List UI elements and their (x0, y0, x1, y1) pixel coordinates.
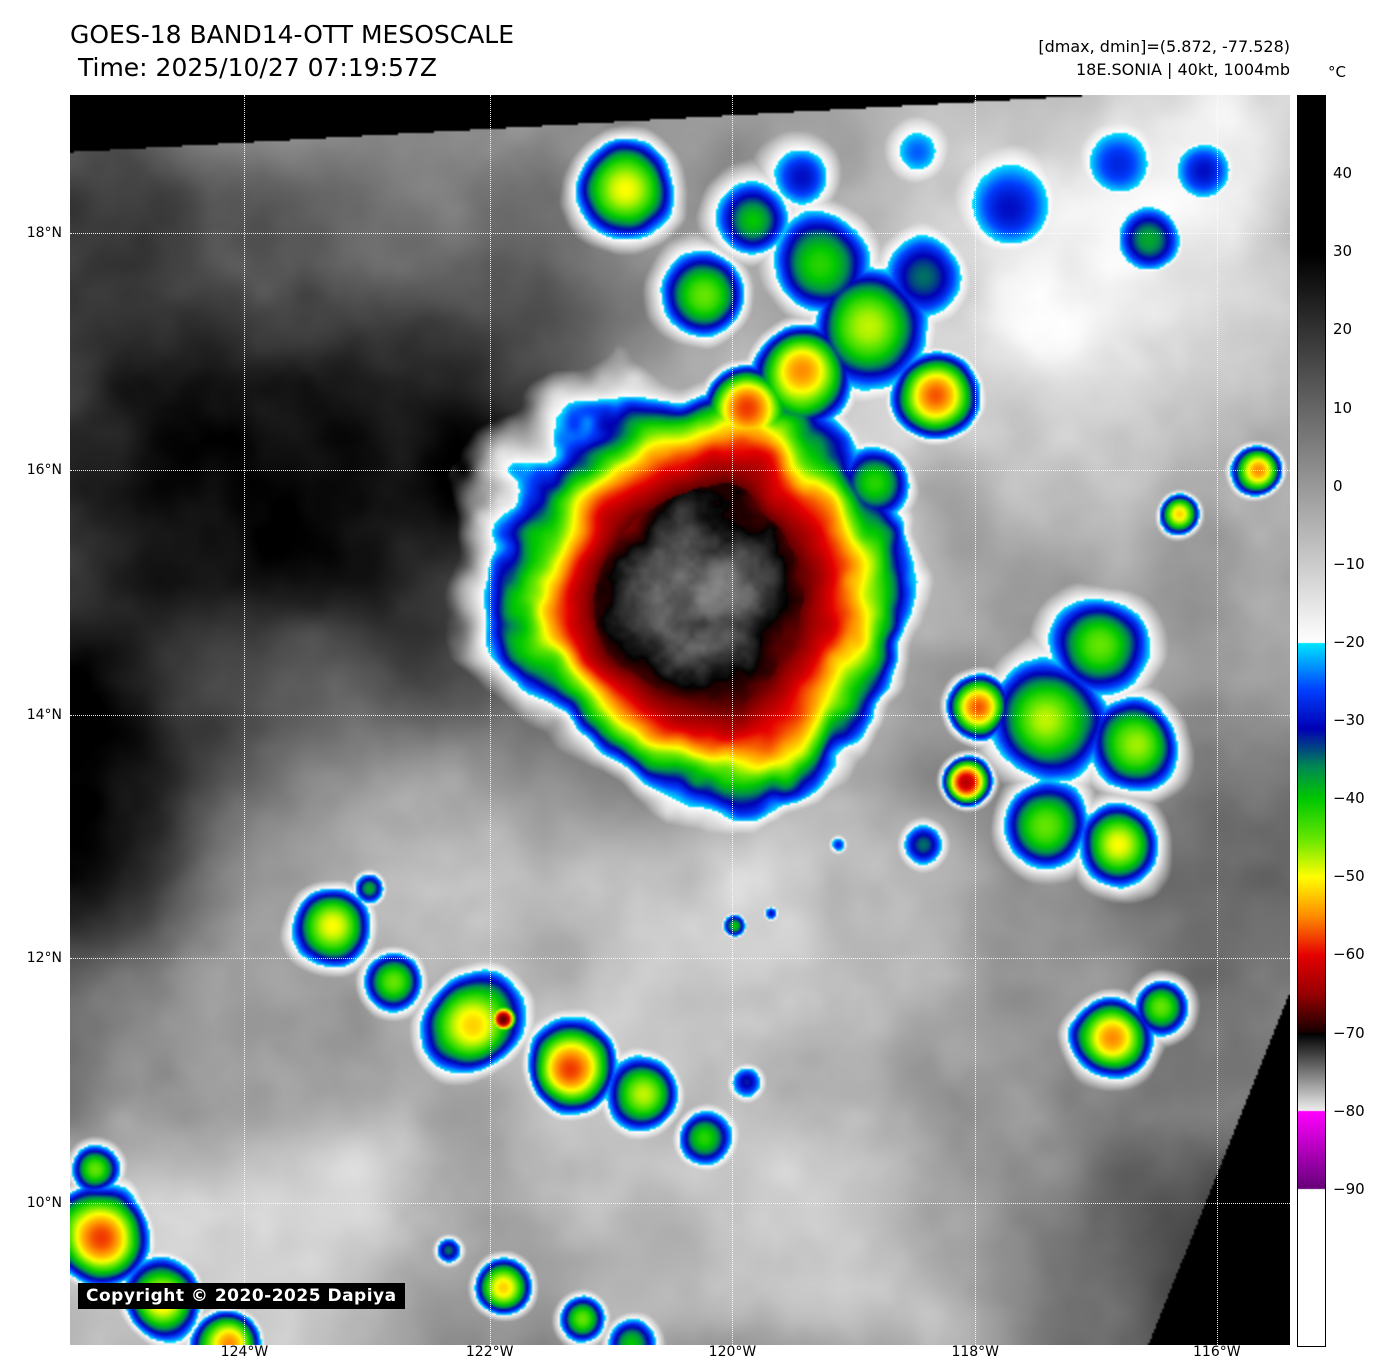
colorbar-gradient-canvas (1298, 96, 1325, 1346)
colorbar-tick-label: 10 (1333, 398, 1353, 417)
latitude-tick-label: 14°N (26, 707, 62, 723)
gridline-longitude (244, 95, 246, 1345)
gridline-latitude (70, 1202, 1290, 1204)
colorbar-tick-label: −60 (1333, 945, 1365, 964)
latitude-tick-label: 12°N (26, 949, 62, 966)
product-time: Time: 2025/10/27 07:19:57Z (78, 53, 437, 82)
colorbar-tick-label: −90 (1333, 1179, 1365, 1198)
longitude-tick-label: 120°W (708, 1344, 757, 1359)
colorbar-tick-label: −10 (1333, 554, 1365, 573)
colorbar-tick-label: −40 (1333, 789, 1365, 808)
longitude-tick-label: 124°W (220, 1344, 269, 1359)
colorbar-unit-label: °C (1328, 63, 1346, 81)
latitude-tick-label: 16°N (26, 462, 62, 478)
gridline-longitude (489, 95, 491, 1345)
gridline-latitude (70, 470, 1290, 471)
storm-info: 18E.SONIA | 40kt, 1004mb (1075, 60, 1290, 79)
gridline-latitude (70, 232, 1290, 234)
gridline-longitude (975, 95, 977, 1345)
map-area: Copyright © 2020-2025 Dapiya (70, 95, 1290, 1345)
colorbar-tick-label: 20 (1333, 320, 1353, 339)
colorbar-tick-label: −50 (1333, 867, 1365, 886)
longitude-tick-label: 122°W (465, 1344, 514, 1359)
colorbar-tick-label: −80 (1333, 1101, 1365, 1120)
copyright-label: Copyright © 2020-2025 Dapiya (78, 1283, 405, 1309)
colorbar (1297, 95, 1326, 1347)
colorbar-tick-label: 0 (1333, 476, 1343, 495)
latitude-tick-label: 10°N (26, 1194, 62, 1211)
gridline-latitude (70, 715, 1290, 716)
product-title: GOES-18 BAND14-OTT MESOSCALE (70, 20, 515, 49)
colorbar-tick-label: −70 (1333, 1023, 1365, 1042)
satellite-imagery-canvas (70, 95, 1290, 1345)
gridline-longitude (732, 95, 734, 1345)
colorbar-tick-label: −30 (1333, 711, 1365, 729)
colorbar-tick-label: 40 (1333, 164, 1353, 183)
dmax-dmin-readout: [dmax, dmin]=(5.872, -77.528) (1038, 37, 1290, 56)
latitude-tick-label: 18°N (26, 224, 62, 241)
header-right-block: [dmax, dmin]=(5.872, -77.528) 18E.SONIA … (1038, 35, 1290, 81)
colorbar-tick-label: −20 (1333, 632, 1365, 651)
graticule (70, 95, 1290, 1345)
gridline-latitude (70, 957, 1290, 959)
longitude-tick-label: 118°W (951, 1344, 1000, 1359)
gridline-longitude (1216, 95, 1218, 1345)
longitude-tick-label: 116°W (1193, 1344, 1241, 1359)
colorbar-tick-label: 30 (1333, 242, 1353, 261)
